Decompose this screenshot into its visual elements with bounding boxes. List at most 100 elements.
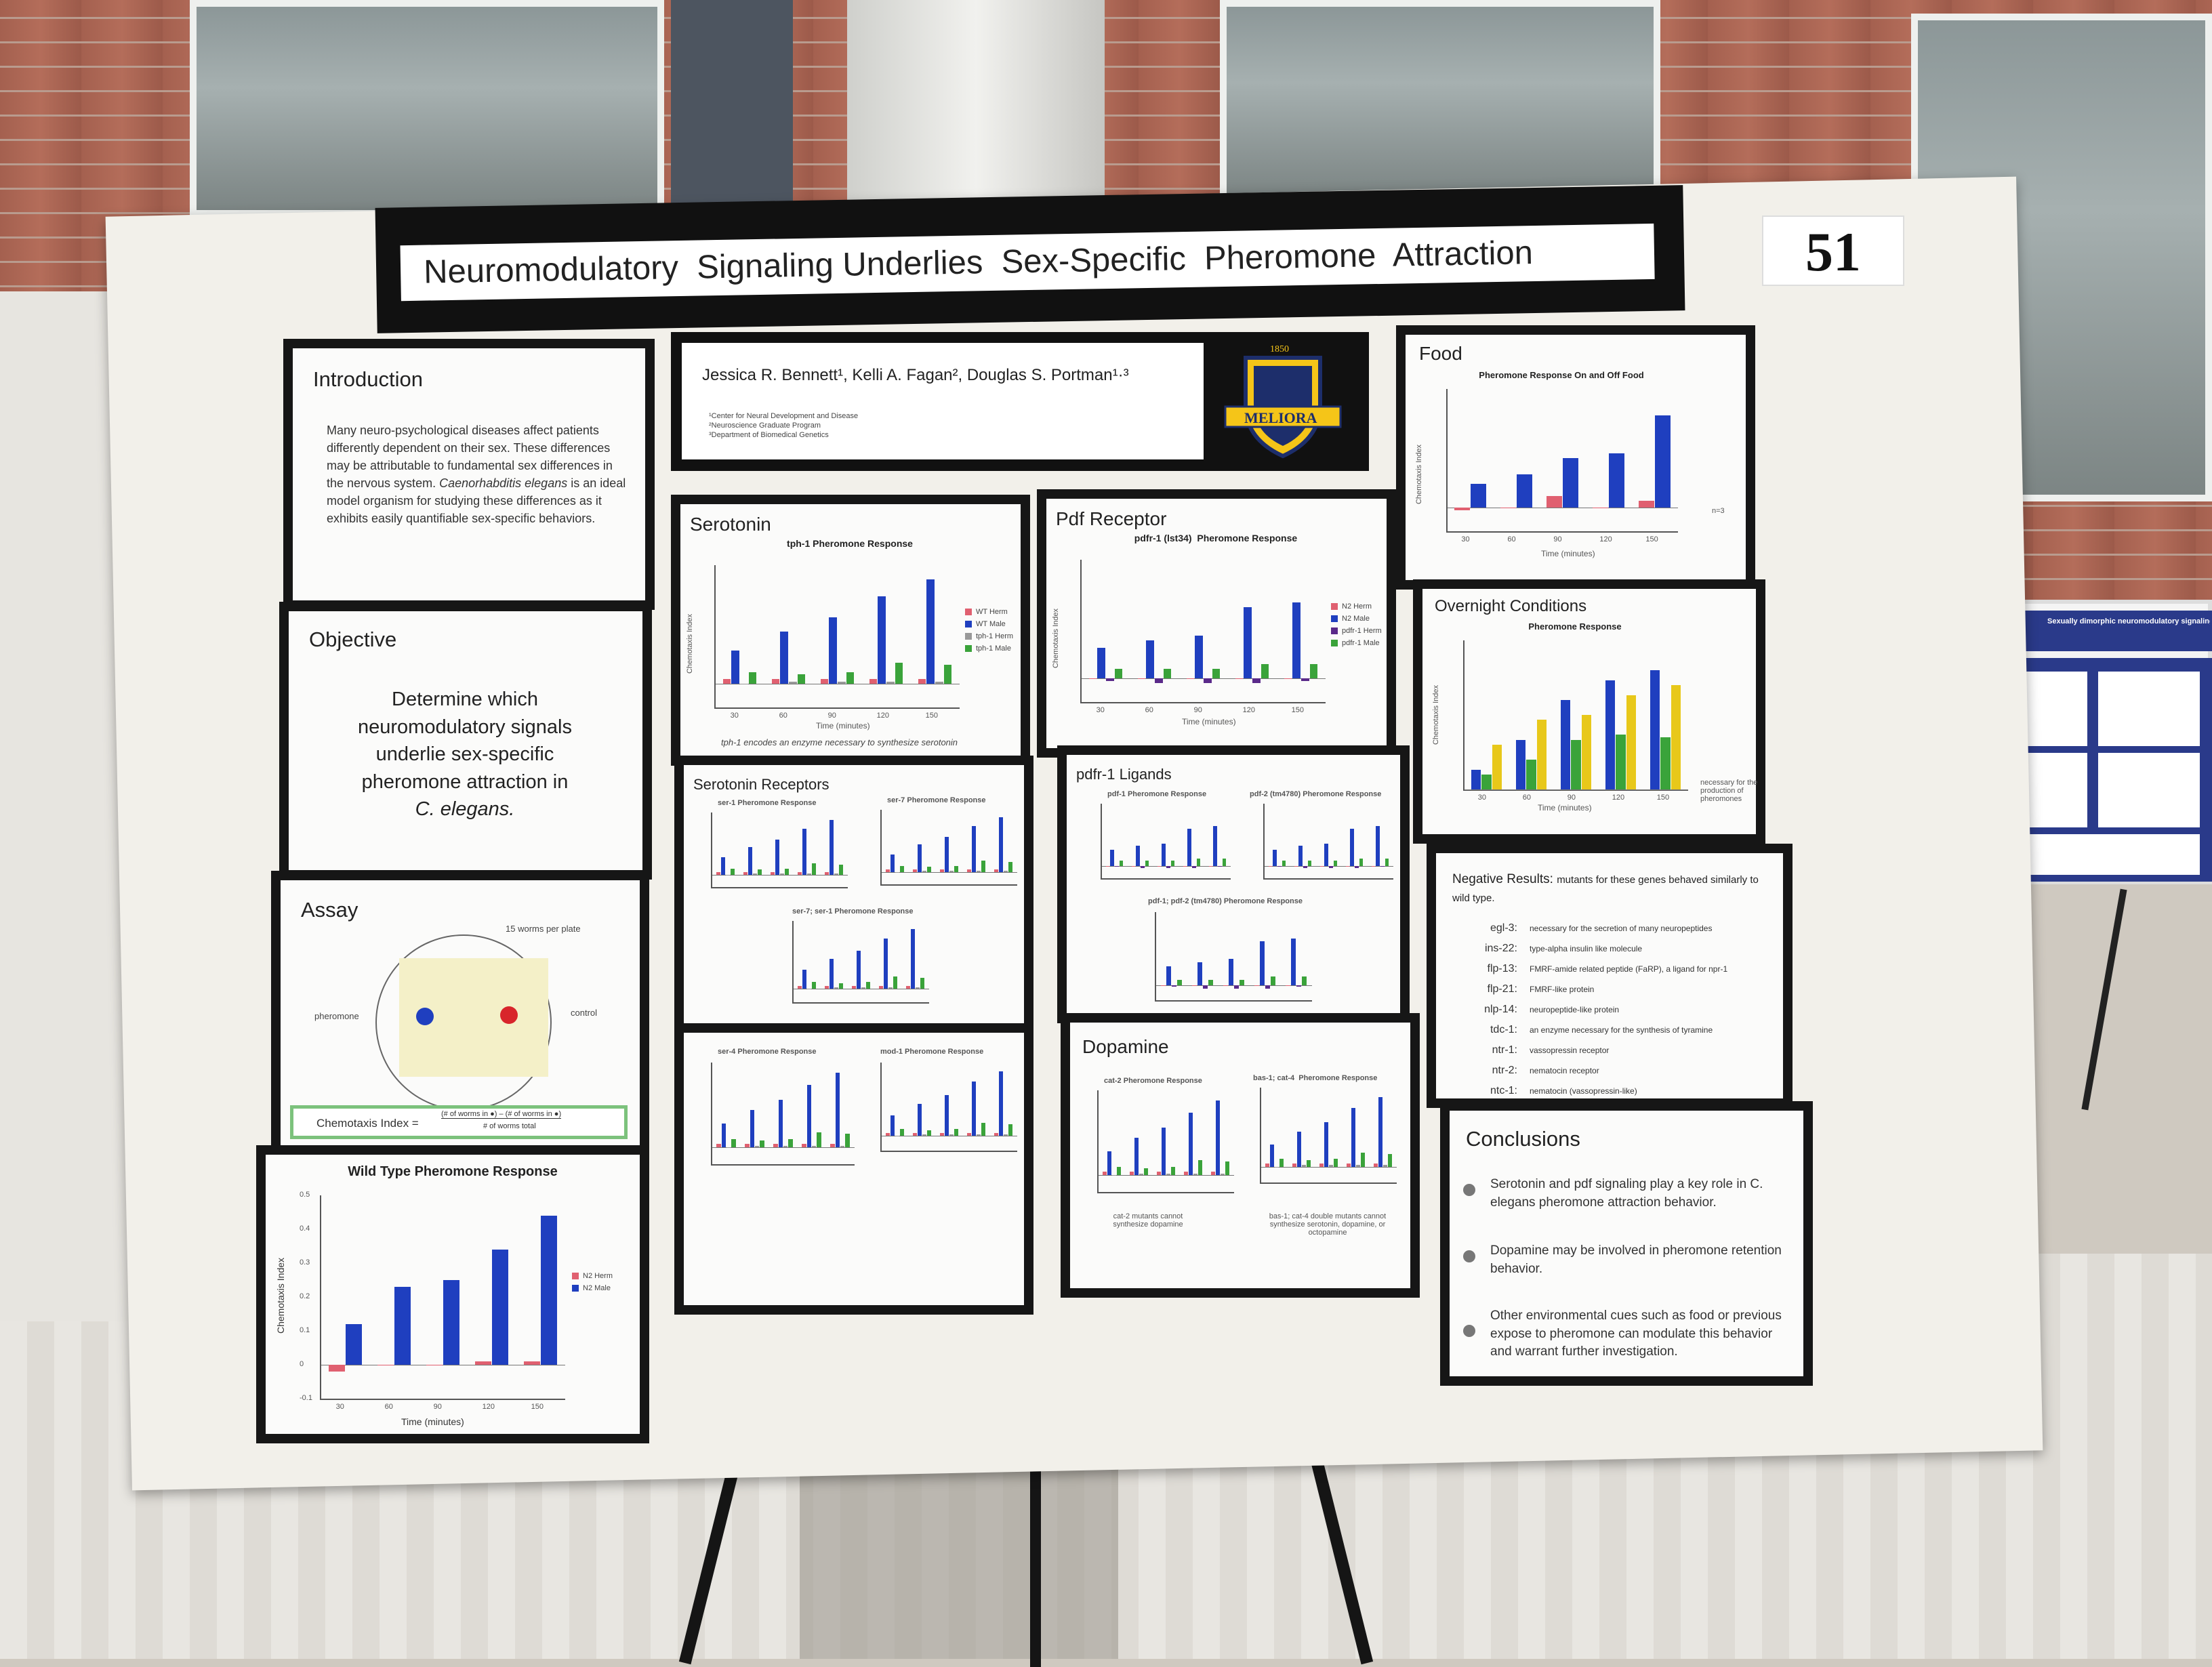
- bar: [1671, 685, 1681, 789]
- legend-n2-herm-pdf: N2 Herm: [1331, 600, 1382, 613]
- bar: [771, 872, 775, 875]
- gene-row: ntr-1: vassopressin receptor: [1463, 1040, 1788, 1061]
- formula-numerator: (# of worms in ●) – (# of worms in ●): [441, 1110, 562, 1119]
- overnight-heading: Overnight Conditions: [1435, 597, 1587, 615]
- bar: [1136, 846, 1140, 866]
- bar: [1115, 865, 1119, 867]
- bar: [1356, 1165, 1360, 1167]
- assay-control-label: control: [571, 1008, 598, 1018]
- x-tick-label: 60: [1507, 535, 1516, 543]
- x-tick-label: 150: [1645, 535, 1658, 543]
- overnight-chart-area: 30 60 90 120 150: [1463, 640, 1688, 802]
- bar: [994, 1133, 998, 1136]
- bar: [731, 1138, 736, 1147]
- bar: [1309, 664, 1318, 678]
- bar: [918, 679, 926, 684]
- bar: [1106, 678, 1114, 681]
- bar: [1203, 985, 1208, 989]
- bar: [945, 837, 949, 872]
- gene-description: neuropeptide-like protein: [1530, 1005, 1620, 1014]
- zero-line: [712, 874, 848, 876]
- pheromone-spot: [416, 1008, 434, 1025]
- ser1-chart-title: ser-1 Pheromone Response: [718, 799, 817, 807]
- bar: [1103, 1172, 1107, 1175]
- gene-description: FMRF-like protein: [1530, 985, 1595, 994]
- bar: [1609, 453, 1624, 508]
- bar: [890, 1115, 895, 1136]
- ser4-chart-title: ser-4 Pheromone Response: [718, 1048, 817, 1056]
- bas1-cat4-chart-title: bas-1; cat-4 Pheromone Response: [1253, 1074, 1378, 1082]
- bar: [1351, 1108, 1355, 1167]
- x-tick-label: 120: [1242, 706, 1255, 714]
- bar: [1334, 1159, 1338, 1167]
- serotonin-receptors-panel: Serotonin Receptors ser-1 Pheromone Resp…: [674, 756, 1033, 1033]
- bar: [913, 869, 917, 872]
- pdf1-pdf2-chart: [1155, 912, 1312, 1002]
- serotonin-chart-area: 30 60 90 120 150: [714, 565, 960, 720]
- bar: [922, 1134, 926, 1136]
- bar: [1350, 828, 1354, 866]
- assay-worms-label: 15 worms per plate: [506, 924, 581, 934]
- bar: [1139, 1173, 1143, 1175]
- bar: [1307, 861, 1312, 866]
- bar: [1270, 1145, 1274, 1167]
- bar: [716, 872, 720, 875]
- bar: [1571, 739, 1581, 789]
- bar: [1145, 861, 1149, 866]
- x-tick-label: 150: [1291, 706, 1304, 714]
- bar: [1329, 865, 1333, 869]
- bar: [1160, 985, 1166, 987]
- bar: [1297, 1132, 1301, 1167]
- bar: [1193, 1173, 1197, 1175]
- window-left: [190, 0, 664, 217]
- title-banner: Neuromodulatory Signaling Underlies Sex-…: [375, 185, 1685, 333]
- bar: [994, 869, 998, 872]
- bar: [918, 844, 922, 872]
- legend-pdfr1-herm: pdfr-1 Herm: [1331, 625, 1382, 637]
- bar: [972, 825, 976, 872]
- bar: [869, 679, 878, 684]
- y-tick-label: 0.5: [300, 1191, 310, 1199]
- bar: [1114, 669, 1123, 678]
- pdf1-chart-title: pdf-1 Pheromone Response: [1107, 790, 1207, 798]
- bar: [830, 820, 834, 875]
- bar: [778, 1100, 783, 1147]
- pdf-receptor-legend: N2 Herm N2 Male pdfr-1 Herm pdfr-1 Male: [1331, 600, 1382, 649]
- gene-name: nlp-14:: [1484, 1004, 1517, 1015]
- x-tick-label: 30: [1461, 535, 1470, 543]
- bar: [1560, 700, 1571, 789]
- bar: [1385, 858, 1389, 866]
- bar: [926, 579, 935, 684]
- cat2-chart-title: cat-2 Pheromone Response: [1104, 1077, 1202, 1085]
- bar: [1131, 865, 1136, 867]
- ser7-ser1-chart-title: ser-7; ser-1 Pheromone Response: [792, 907, 914, 915]
- bar: [1252, 678, 1261, 683]
- y-tick-label: -0.1: [300, 1394, 312, 1402]
- bar: [1380, 865, 1385, 867]
- overnight-panel: Overnight Conditions Pheromone Response …: [1413, 579, 1765, 844]
- bar: [1481, 775, 1492, 789]
- bar: [940, 1133, 944, 1136]
- bar: [906, 986, 910, 989]
- bar: [721, 857, 725, 875]
- bar: [886, 1133, 890, 1136]
- bar: [999, 817, 1003, 872]
- poster-number: 51: [1805, 221, 1861, 283]
- bar: [802, 828, 806, 875]
- bar: [834, 873, 838, 875]
- bar: [1213, 826, 1217, 866]
- x-tick-label: 60: [1145, 706, 1153, 714]
- x-tick-label: 150: [1656, 794, 1670, 802]
- bar: [1171, 1166, 1175, 1175]
- wild-type-chart-area: 30 60 90 120 150 0.5 0.4 0.3 0.2 0.1 0 -0.1: [300, 1191, 565, 1411]
- food-panel: Food Pheromone Response On and Off Food …: [1396, 325, 1755, 590]
- bar: [1660, 737, 1671, 789]
- bar: [1302, 1165, 1306, 1167]
- bar: [820, 679, 829, 684]
- pdfr-ligands-heading: pdfr-1 Ligands: [1076, 766, 1172, 783]
- bar: [1197, 962, 1202, 986]
- bar: [1208, 979, 1214, 986]
- bar: [1383, 1165, 1387, 1167]
- bar: [797, 674, 806, 684]
- bar: [967, 869, 971, 872]
